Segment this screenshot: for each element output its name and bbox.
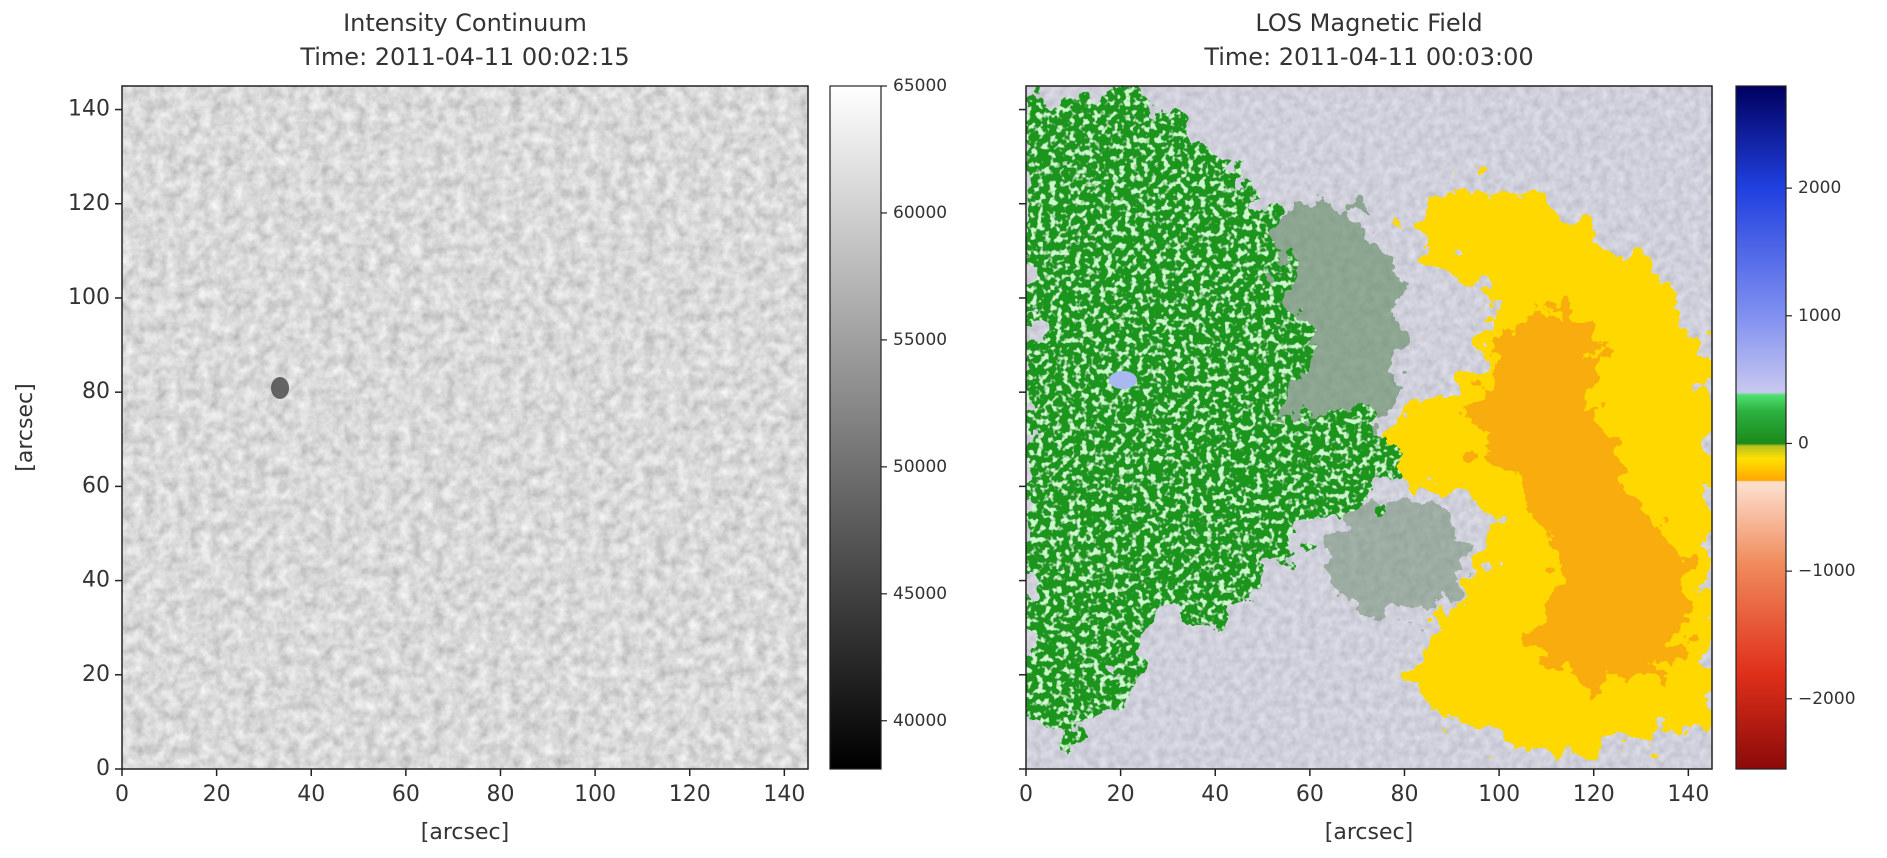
x-tick-label: 20 [203,782,231,807]
y-tick-label: 40 [82,568,110,593]
x-tick-label: 20 [1107,782,1135,807]
y-axis-label: [arcsec] [13,383,38,471]
magnetogram-image [1026,86,1712,769]
chart-title: Intensity Continuum [343,9,587,37]
x-tick-label: 60 [392,782,420,807]
y-tick-label: 140 [68,97,110,122]
chart-title: LOS Magnetic Field [1255,9,1482,37]
colorbar-tick-label: 40000 [893,711,947,731]
axes: Intensity Continuum Time: 2011-04-11 00:0… [13,9,1856,845]
colorbar-tick-label: −2000 [1798,689,1856,709]
x-tick-label: 0 [115,782,129,807]
x-tick-label: 120 [1573,782,1615,807]
y-tick-label: 20 [82,662,110,687]
plot-frame [1025,85,1713,770]
x-tick-label: 40 [297,782,325,807]
x-tick-label: 60 [1296,782,1324,807]
colorbar-tick-label: 60000 [893,203,947,223]
colorbar-tick-label: 65000 [893,76,947,96]
x-tick-label: 80 [1390,782,1418,807]
y-tick-label: 0 [96,756,110,781]
x-axis-label: [arcsec] [421,820,509,845]
x-tick-label: 80 [486,782,514,807]
y-tick-label: 100 [68,285,110,310]
colorbar-tick-label: 1000 [1798,306,1841,326]
x-tick-label: 40 [1201,782,1229,807]
colorbar-tick-label: 55000 [893,330,947,350]
colorbar-tick-label: 50000 [893,457,947,477]
x-tick-label: 120 [669,782,711,807]
y-tick-label: 80 [82,379,110,404]
x-tick-label: 140 [1667,782,1709,807]
chart-subtitle: Time: 2011-04-11 00:03:00 [1203,43,1533,71]
y-tick-label: 60 [82,473,110,498]
x-tick-label: 0 [1019,782,1033,807]
x-tick-label: 100 [1478,782,1520,807]
x-tick-label: 140 [763,782,805,807]
colorbar-tick-label: 2000 [1798,178,1841,198]
colorbar-tick-label: 45000 [893,584,947,604]
plot-frame [121,85,809,770]
x-tick-label: 100 [574,782,616,807]
colorbar [1735,85,1787,770]
x-axis-label: [arcsec] [1325,820,1413,845]
intensity-image [122,86,808,769]
chart-subtitle: Time: 2011-04-11 00:02:15 [299,43,629,71]
colorbar-tick-label: 0 [1798,433,1809,453]
colorbar [829,85,882,770]
y-tick-label: 120 [68,191,110,216]
colorbar-tick-label: −1000 [1798,561,1856,581]
